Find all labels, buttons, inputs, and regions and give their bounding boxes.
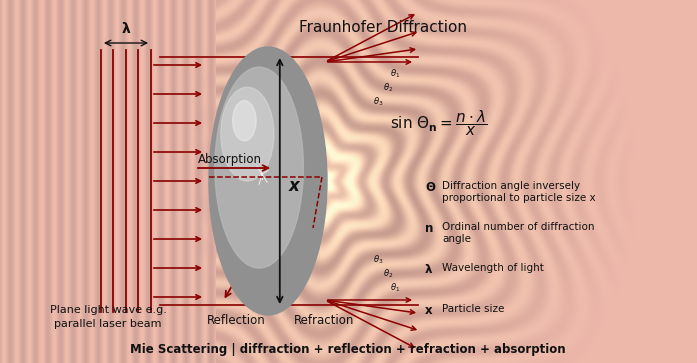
Text: $\sin\,\Theta_{\mathbf{n}} = \dfrac{n \cdot \lambda}{x}$: $\sin\,\Theta_{\mathbf{n}} = \dfrac{n \c… bbox=[390, 108, 488, 138]
Text: λ: λ bbox=[121, 22, 130, 36]
Text: Particle size: Particle size bbox=[442, 304, 505, 314]
Text: $\theta_3$: $\theta_3$ bbox=[373, 254, 383, 266]
Text: n: n bbox=[425, 222, 434, 235]
Text: $\theta_2$: $\theta_2$ bbox=[383, 82, 393, 94]
Text: Absorption: Absorption bbox=[198, 152, 262, 166]
Text: x: x bbox=[425, 304, 433, 317]
Text: Mie Scattering | diffraction + reflection + refraction + absorption: Mie Scattering | diffraction + reflectio… bbox=[130, 343, 566, 356]
Text: Diffraction angle inversely
proportional to particle size x: Diffraction angle inversely proportional… bbox=[442, 181, 596, 203]
Text: $\theta_2$: $\theta_2$ bbox=[383, 268, 393, 280]
Text: x: x bbox=[289, 177, 300, 195]
Ellipse shape bbox=[221, 87, 274, 181]
Text: $\theta_1$: $\theta_1$ bbox=[390, 68, 400, 80]
Text: Wavelength of light: Wavelength of light bbox=[442, 263, 544, 273]
Ellipse shape bbox=[215, 67, 303, 268]
Text: Plane light wave e.g.
parallel laser beam: Plane light wave e.g. parallel laser bea… bbox=[49, 305, 167, 329]
Text: Fraunhofer Diffraction: Fraunhofer Diffraction bbox=[299, 20, 467, 34]
Text: λ: λ bbox=[425, 263, 432, 276]
Text: Ordinal number of diffraction
angle: Ordinal number of diffraction angle bbox=[442, 222, 595, 244]
Text: $\theta_1$: $\theta_1$ bbox=[390, 282, 400, 294]
Ellipse shape bbox=[209, 47, 327, 315]
Text: Θ: Θ bbox=[425, 181, 435, 194]
Text: Refraction: Refraction bbox=[294, 314, 354, 327]
Text: $\theta_3$: $\theta_3$ bbox=[373, 96, 383, 108]
Ellipse shape bbox=[233, 101, 256, 141]
Text: Reflection: Reflection bbox=[206, 314, 266, 327]
